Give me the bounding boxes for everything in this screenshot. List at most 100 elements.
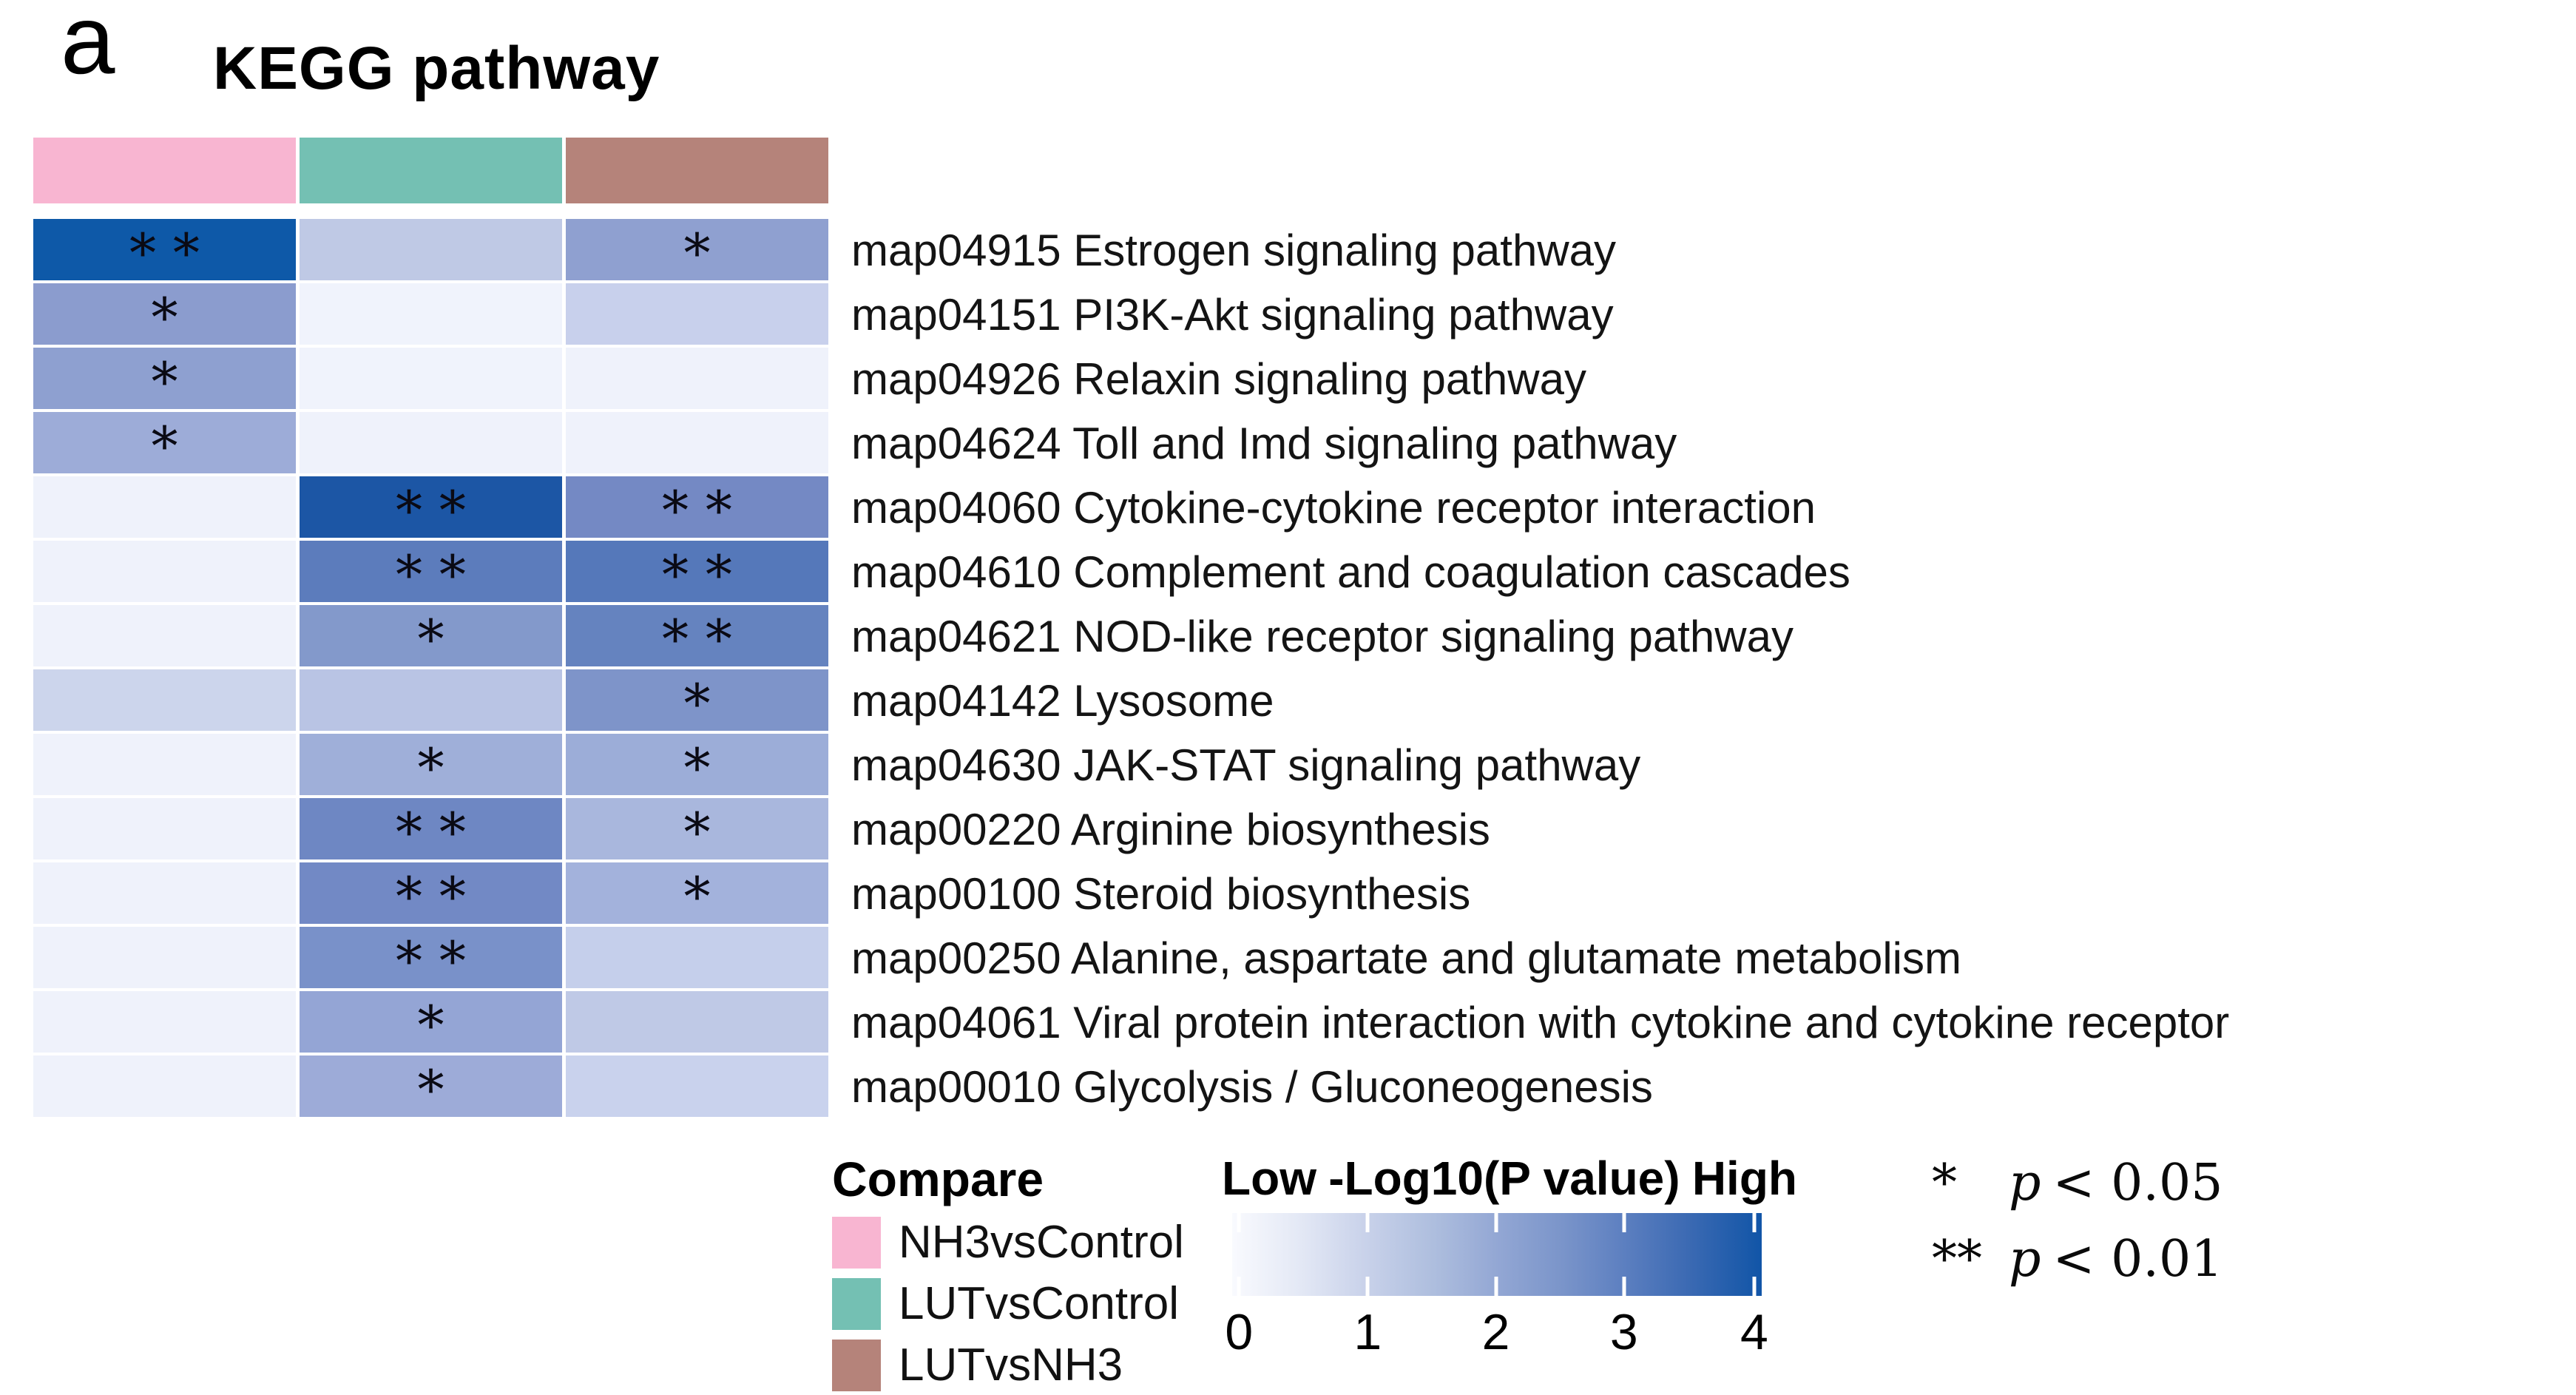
significance-marker: * * [396,801,466,863]
table-row: * * map00250 Alanine, aspartate and gluta… [33,927,2229,988]
pathway-label: map00100 Steroid biosynthesis [851,869,1471,919]
heatmap-column-header [33,138,828,203]
column-strip-nh3vscontrol [33,138,296,203]
legend-title: Compare [832,1152,1044,1206]
pathway-label: map00250 Alanine, aspartate and glutamat… [851,933,1961,983]
colorbar-tickmark [1237,1277,1241,1296]
heatmap-cell: * [33,283,296,345]
heatmap-cell [566,348,828,409]
double-asterisk-symbol: ** [1932,1230,1982,1288]
colorbar-high-label: High [1691,1152,1797,1205]
figure-title: KEGG pathway [213,35,660,102]
table-row: * map00010 Glycolysis / Gluconeogenesis [33,1055,2229,1117]
legend-item-lutvsnh3: LUTvsNH3 [832,1339,1184,1391]
heatmap-cell: * [566,734,828,795]
p-threshold: < 0.01 [2052,1230,2223,1288]
pathway-label: map04624 Toll and Imd signaling pathway [851,419,1677,468]
colorbar-title: -Log10(P value) [1328,1152,1680,1205]
p-variable: p [2009,1230,2041,1288]
pathway-label: map04060 Cytokine-cytokine receptor inte… [851,483,1816,533]
colorbar-tickmark [1752,1213,1757,1232]
legend-item-label: NH3vsControl [899,1217,1184,1268]
significance-marker: * [417,1058,444,1121]
pathway-label: map04061 Viral protein interaction with … [851,998,2230,1047]
colorbar-tickmark [1237,1213,1241,1232]
colorbar-tickmark [1752,1277,1757,1296]
significance-marker: * [683,222,711,284]
heatmap-cell [33,734,296,795]
significance-marker: * * [396,930,466,992]
significance-marker: * [417,608,444,670]
colorbar-tickmark [1365,1277,1370,1296]
table-row: * map04624 Toll and Imd signaling pathway [33,412,2229,473]
heatmap-cell: * [33,348,296,409]
panel-letter: a [61,0,115,94]
heatmap-cell: * [566,669,828,731]
table-row: * * * map04915 Estrogen signaling pathway [33,219,2229,280]
heatmap-cell: * * [566,605,828,666]
table-row: * * * map04621 NOD-like receptor signaling… [33,605,2229,666]
pathway-label: map00010 Glycolysis / Gluconeogenesis [851,1062,1653,1112]
colorbar-tick-label: 2 [1481,1304,1510,1360]
heatmap-cell: * [300,734,562,795]
colorbar-tickmark [1494,1277,1498,1296]
significance-marker: * * [396,544,466,606]
pathway-label: map04621 NOD-like receptor signaling pat… [851,612,1794,661]
pathway-label: map04915 Estrogen signaling pathway [851,226,1617,275]
legend-item-label: LUTvsNH3 [899,1340,1123,1391]
table-row: * * * * map04060 Cytokine-cytokine recepto… [33,476,2229,538]
significance-marker: * [151,286,178,348]
heatmap-cell [300,348,562,409]
table-row: * * * map00100 Steroid biosynthesis [33,862,2229,924]
colorbar-header: Low -Log10(P value) High [1222,1151,1797,1206]
heatmap-cell [566,412,828,473]
heatmap-cell [33,862,296,924]
colorbar-tick-label: 3 [1609,1304,1638,1360]
p-variable: p [2009,1154,2041,1212]
pathway-label: map04630 JAK-STAT signaling pathway [851,740,1641,790]
heatmap-cell [300,219,562,280]
colorbar-tick-label: 1 [1353,1304,1382,1360]
colorbar-tickmark [1622,1277,1626,1296]
heatmap-cell [566,283,828,345]
legend-item-label: LUTvsControl [899,1278,1179,1329]
heatmap-cell [33,927,296,988]
significance-marker: * [151,415,178,477]
heatmap-cell [33,669,296,731]
compare-legend: Compare NH3vsControl LUTvsControl LUTvsNH3 [832,1151,1184,1391]
significance-marker: * [683,801,711,863]
heatmap-cell: * * [300,476,562,538]
heatmap-cell: * * [566,541,828,602]
legend-item-lutvscontrol: LUTvsControl [832,1277,1184,1330]
colorbar-tick-label: 0 [1225,1304,1254,1360]
heatmap-cell [33,991,296,1053]
colorbar-low-label: Low [1222,1152,1316,1205]
heatmap-cell [33,798,296,859]
pathway-label: map04151 PI3K-Akt signaling pathway [851,290,1614,340]
heatmap-cell [300,412,562,473]
significance-marker: * [683,865,711,928]
significance-marker: * [417,737,444,799]
table-row: * * * * map04610 Complement and coagulatio… [33,541,2229,602]
legend-swatch [832,1216,881,1269]
table-row: * map04142 Lysosome [33,669,2229,731]
significance-marker: * * [662,608,732,670]
colorbar-tick-labels: 0 1 2 3 4 [1225,1303,1768,1367]
heatmap-cell: * [300,605,562,666]
pathway-label: map04142 Lysosome [851,676,1274,726]
heatmap-cell: * [300,1055,562,1117]
heatmap-cell [33,1055,296,1117]
significance-note: * p < 0.05 ** p < 0.01 [1932,1154,2223,1306]
table-row: * map04061 Viral protein interaction with… [33,991,2229,1053]
colorbar-tickmark [1622,1213,1626,1232]
heatmap-cell: * [33,412,296,473]
heatmap-cell: * [566,219,828,280]
legend-item-nh3vscontrol: NH3vsControl [832,1216,1184,1269]
significance-marker: * [683,672,711,734]
significance-marker: * [151,351,178,413]
significance-marker: * * [662,544,732,606]
significance-marker: * * [662,479,732,541]
heatmap-cell [33,476,296,538]
heatmap-cell: * * [300,541,562,602]
